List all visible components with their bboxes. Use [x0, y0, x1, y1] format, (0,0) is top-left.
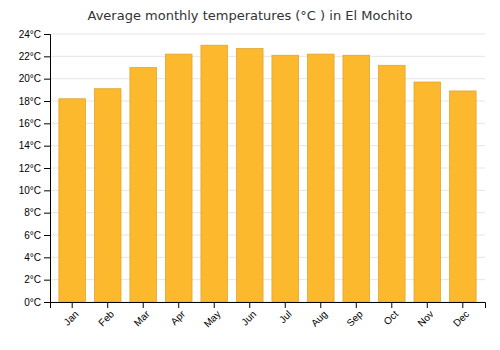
x-tick: Dec [451, 302, 471, 329]
bar [236, 49, 263, 302]
tick-mark [44, 79, 50, 80]
grid-line [50, 56, 485, 57]
bar [307, 54, 334, 302]
y-tick: 24°C [19, 29, 50, 40]
x-tick: Mar [132, 302, 152, 328]
tick-label: Oct [381, 308, 400, 327]
grid-line [50, 78, 485, 79]
bar [378, 65, 405, 302]
tick-mark [44, 190, 50, 191]
y-tick: 6°C [24, 230, 50, 241]
grid [50, 34, 485, 302]
plot: 0°C 2°C 4°C 6°C 8°C 10°C 12°C 14°C 16°C 18°C 20°C 2… [19, 29, 486, 330]
tick-mark [462, 302, 463, 308]
tick-label: 8°C [24, 207, 41, 218]
y-tick: 16°C [19, 118, 50, 129]
y-tick: 20°C [19, 73, 50, 84]
tick-mark [214, 302, 215, 308]
y-tick: 14°C [19, 140, 50, 151]
tick-label: Jul [277, 308, 294, 325]
bars [59, 45, 476, 302]
tick-label: 14°C [19, 140, 41, 151]
tick-label: Feb [96, 308, 116, 328]
bar [59, 99, 86, 302]
tick-label: Aug [309, 308, 329, 328]
tick-label: 18°C [19, 96, 41, 107]
y-tick: 12°C [19, 163, 50, 174]
x-tick: Nov [415, 302, 435, 329]
x-tick: Apr [168, 302, 187, 327]
tick-mark [320, 302, 321, 308]
x-axis: Jan Feb Mar Apr May Jun Jul Aug Sep Oct Nov Dec [51, 302, 486, 330]
tick-label: 4°C [24, 252, 41, 263]
tick-mark [107, 302, 108, 308]
tick-label: Jun [239, 308, 258, 327]
x-tick: Jun [239, 302, 258, 328]
tick-label: 6°C [24, 230, 41, 241]
axis-line [51, 303, 486, 309]
x-tick: May [202, 302, 223, 330]
tick-label: Dec [451, 308, 471, 328]
tick-mark [72, 302, 73, 308]
tick-mark [178, 302, 179, 308]
y-tick: 4°C [24, 252, 50, 263]
tick-label: 12°C [19, 163, 41, 174]
y-axis: 0°C 2°C 4°C 6°C 8°C 10°C 12°C 14°C 16°C 18°C 20°C 2… [19, 29, 51, 308]
chart: 0°C 2°C 4°C 6°C 8°C 10°C 12°C 14°C 16°C 18°C 20°C 2… [0, 0, 500, 350]
tick-mark [44, 34, 50, 35]
y-tick: 8°C [24, 207, 50, 218]
tick-label: 2°C [24, 274, 41, 285]
tick-mark [285, 302, 286, 308]
bar [343, 55, 370, 302]
grid-line [50, 34, 485, 35]
y-tick: 10°C [19, 185, 50, 196]
tick-mark [44, 168, 50, 169]
y-tick: 22°C [19, 51, 50, 62]
tick-mark [44, 213, 50, 214]
y-tick: 0°C [24, 297, 50, 308]
x-tick: Aug [309, 302, 329, 329]
x-tick: Oct [381, 302, 400, 327]
tick-mark [44, 280, 50, 281]
tick-mark [356, 302, 357, 308]
tick-mark [44, 56, 50, 57]
tick-label: 22°C [19, 51, 41, 62]
x-tick: Jul [277, 302, 294, 325]
tick-mark [143, 302, 144, 308]
tick-mark [427, 302, 428, 308]
axis-line [44, 35, 51, 303]
tick-label: Apr [168, 308, 187, 327]
tick-mark [44, 302, 50, 303]
tick-mark [44, 235, 50, 236]
tick-mark [44, 257, 50, 258]
title: Average monthly temperatures (°C ) in El… [88, 8, 413, 23]
y-tick: 18°C [19, 96, 50, 107]
bar [272, 55, 299, 302]
tick-mark [44, 123, 50, 124]
y-tick: 2°C [24, 274, 50, 285]
tick-label: Nov [415, 308, 435, 328]
bar [414, 82, 441, 302]
x-tick: Sep [344, 302, 365, 329]
bar [449, 91, 476, 302]
tick-label: 0°C [24, 297, 41, 308]
tick-label: 10°C [19, 185, 41, 196]
tick-mark [44, 146, 50, 147]
tick-mark [44, 101, 50, 102]
tick-label: Jan [61, 308, 80, 327]
tick-label: Sep [344, 308, 365, 329]
tick-label: 24°C [19, 29, 41, 40]
tick-label: May [202, 308, 223, 329]
x-tick: Jan [61, 302, 80, 328]
tick-mark [249, 302, 250, 308]
bar [165, 54, 192, 302]
tick-mark [391, 302, 392, 308]
bar [201, 45, 228, 302]
bar [94, 89, 121, 302]
tick-label: 16°C [19, 118, 41, 129]
tick-label: Mar [132, 308, 152, 328]
x-tick: Feb [96, 302, 116, 328]
tick-label: 20°C [19, 73, 41, 84]
bar [130, 68, 157, 303]
